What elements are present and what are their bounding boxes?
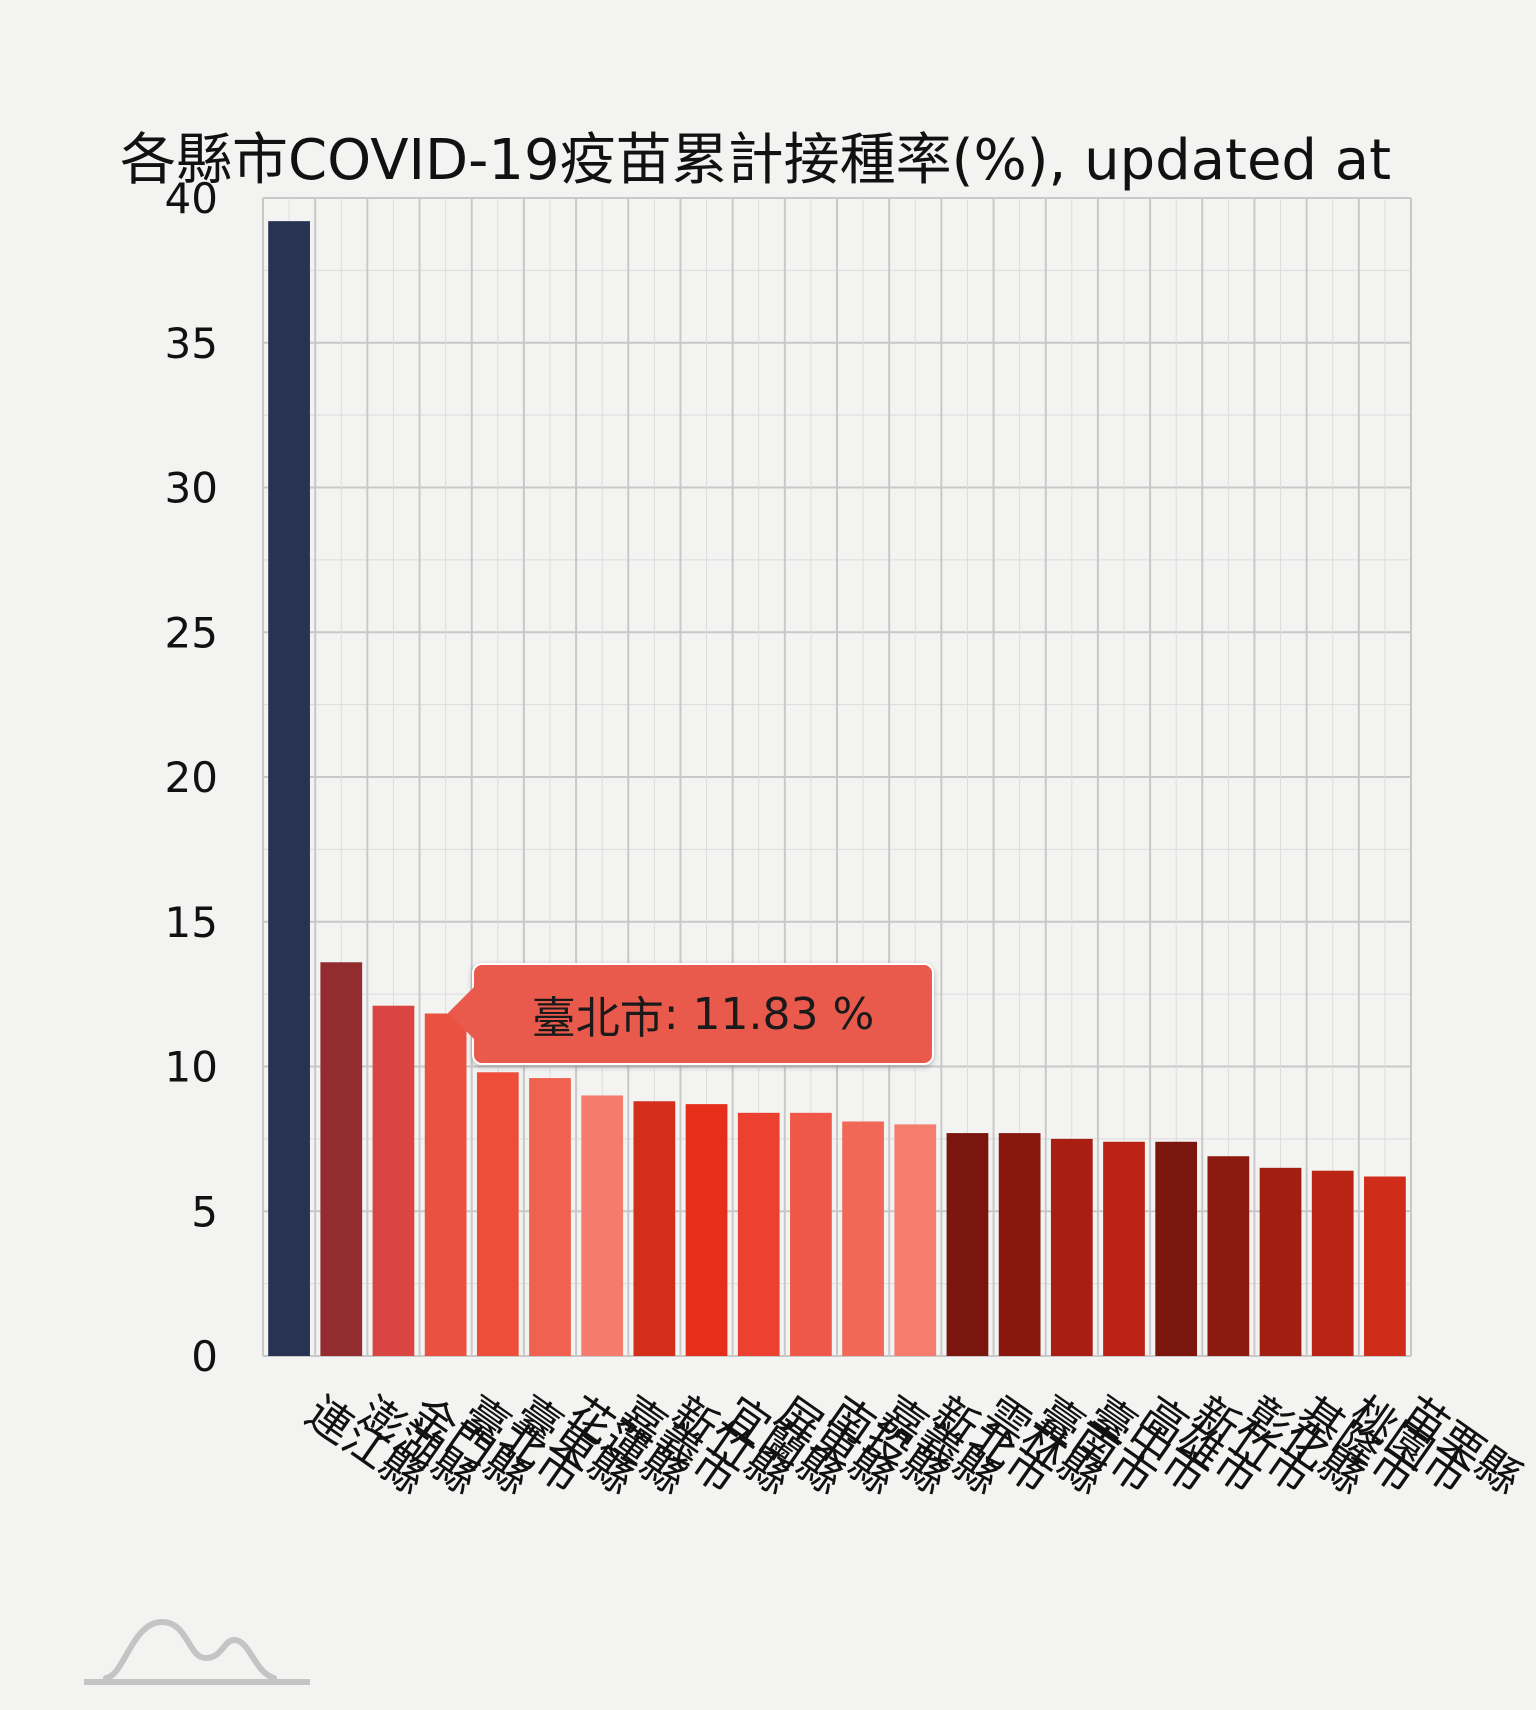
bar-宜蘭縣[interactable] — [685, 1104, 728, 1356]
bar-花蓮縣[interactable] — [529, 1078, 571, 1356]
y-tick-label: 25 — [165, 608, 218, 657]
bar-桃園市[interactable] — [1311, 1170, 1354, 1356]
bar-新竹縣[interactable] — [633, 1101, 676, 1356]
bar-臺中市[interactable] — [1050, 1138, 1093, 1356]
bar-新北市[interactable] — [894, 1124, 937, 1356]
bar-series — [268, 221, 1406, 1356]
bar-tooltip: 臺北市: 11.83 % — [448, 963, 934, 1065]
bar-屏東縣[interactable] — [737, 1112, 780, 1356]
y-tick-label: 0 — [191, 1332, 218, 1381]
bar-臺東縣[interactable] — [476, 1072, 519, 1356]
bar-臺北市[interactable] — [424, 1013, 467, 1356]
tooltip-unit: % — [832, 988, 875, 1040]
bar-嘉義縣[interactable] — [842, 1121, 884, 1356]
x-axis-ticks: 連江縣澎湖縣金門縣臺北市臺東縣花蓮縣嘉義市新竹縣宜蘭縣屏東縣南投縣嘉義縣新北市雲… — [297, 1387, 1530, 1504]
y-tick-label: 30 — [165, 464, 218, 513]
bar-雲林縣[interactable] — [946, 1133, 989, 1356]
y-tick-label: 40 — [165, 174, 218, 223]
bar-連江縣[interactable] — [268, 221, 310, 1356]
bar-彰化縣[interactable] — [1207, 1156, 1250, 1356]
bar-臺南市[interactable] — [998, 1133, 1041, 1356]
y-axis-ticks: 0 5 10 15 20 25 30 35 40 — [165, 174, 218, 1381]
bar-澎湖縣[interactable] — [320, 962, 363, 1356]
tooltip-label: 臺北市 — [531, 993, 664, 1044]
chart-title: 各縣市COVID-19疫苗累計接種率(%), updated at — [120, 128, 1391, 193]
bar-新竹市[interactable] — [1155, 1141, 1198, 1356]
y-tick-label: 5 — [191, 1187, 218, 1236]
tooltip-value: 11.83 — [692, 988, 819, 1040]
tooltip-arrow — [448, 987, 474, 1039]
bar-高雄市[interactable] — [1103, 1141, 1145, 1356]
bar-嘉義市[interactable] — [581, 1095, 624, 1356]
bar-金門縣[interactable] — [372, 1005, 415, 1356]
y-tick-label: 35 — [165, 319, 218, 368]
bar-苗栗縣[interactable] — [1364, 1176, 1406, 1356]
y-tick-label: 20 — [165, 753, 218, 802]
logo-icon — [84, 1618, 310, 1685]
bar-南投縣[interactable] — [790, 1112, 832, 1356]
y-tick-label: 10 — [165, 1043, 218, 1092]
bar-基隆市[interactable] — [1259, 1167, 1302, 1356]
y-tick-label: 15 — [165, 898, 218, 947]
